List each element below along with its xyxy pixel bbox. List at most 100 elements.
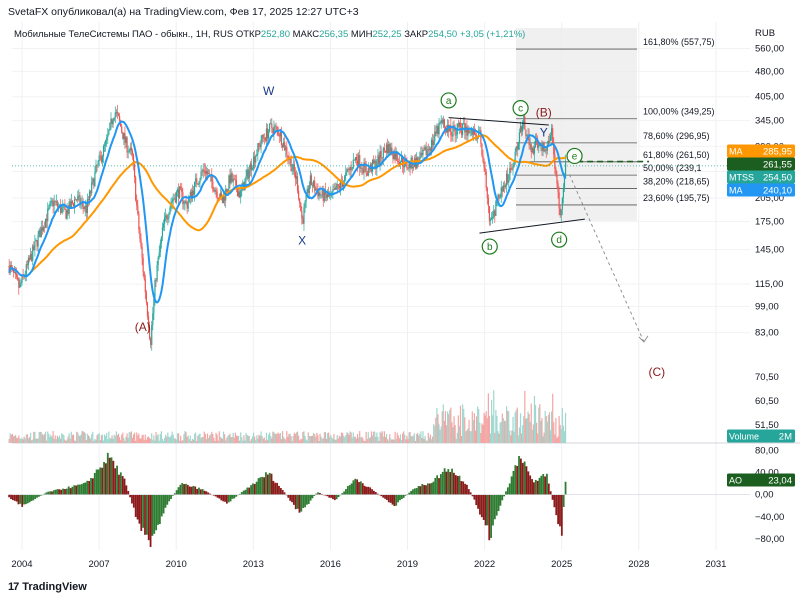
volume-bar <box>9 433 11 443</box>
candle-body <box>187 201 189 209</box>
volume-bar <box>8 438 10 443</box>
candle-body <box>351 168 353 171</box>
candle-body <box>96 164 98 166</box>
fib-level-label: 50,00% (239,1 <box>643 163 702 173</box>
candle-body <box>519 126 522 133</box>
candle-body <box>220 192 223 198</box>
volume-bar <box>406 435 408 443</box>
candle-body <box>521 126 523 132</box>
candle-body <box>48 207 50 209</box>
candle-body <box>499 197 501 199</box>
volume-bar <box>239 440 241 443</box>
candle-body <box>326 193 329 198</box>
volume-bar <box>349 431 351 443</box>
ao-bar <box>276 482 279 495</box>
ao-bar <box>307 494 310 504</box>
volume-bar <box>513 431 515 443</box>
volume-bar <box>489 433 492 443</box>
candle-body <box>463 122 465 124</box>
ao-bar <box>376 493 379 495</box>
ao-bar <box>490 494 493 538</box>
ao-bar <box>77 484 79 495</box>
candle-body <box>147 316 150 328</box>
volume-bar <box>555 417 557 443</box>
volume-bar <box>490 399 493 443</box>
volume-bar <box>425 440 427 443</box>
candle-body <box>300 202 302 212</box>
candle-body <box>110 118 112 123</box>
volume-bar <box>375 436 377 443</box>
volume-bar <box>366 438 368 443</box>
volume-bar <box>14 435 17 443</box>
volume-bar <box>485 411 487 443</box>
volume-bar <box>524 390 526 443</box>
candle-body <box>361 167 363 170</box>
candle-body <box>458 122 461 127</box>
volume-bar <box>458 426 461 443</box>
ao-bar <box>551 494 554 500</box>
volume-bar <box>112 438 114 443</box>
ao-bar <box>423 484 426 495</box>
volume-bar <box>438 424 440 443</box>
candle-body <box>194 181 196 195</box>
volume-bar <box>191 438 194 443</box>
candle-body <box>58 204 61 206</box>
volume-bar <box>200 438 202 443</box>
volume-bar <box>538 407 540 443</box>
ao-bar <box>354 478 357 495</box>
candle-body <box>555 168 557 176</box>
ao-bar <box>88 481 91 495</box>
ao-bar <box>71 486 74 495</box>
volume-bar <box>37 438 39 443</box>
ao-bar <box>164 494 167 508</box>
candle-body <box>146 302 149 317</box>
candle-body <box>133 163 136 178</box>
volume-bar <box>395 438 397 443</box>
volume-bar <box>449 409 451 443</box>
candle-body <box>27 257 30 265</box>
volume-bar <box>249 440 251 443</box>
tradingview-logo[interactable]: 17 TradingView <box>8 581 87 593</box>
volume-bar <box>136 432 138 443</box>
volume-bar <box>27 438 30 443</box>
ao-bar <box>469 492 472 495</box>
ao-bar <box>296 494 299 509</box>
price-axis-tick: 480,00 <box>755 66 784 77</box>
volume-bar <box>445 425 448 443</box>
volume-badge-bg <box>727 429 795 443</box>
candle-body <box>466 126 468 136</box>
volume-bar <box>420 431 422 443</box>
candle-body <box>33 245 35 250</box>
candle-body <box>53 201 55 207</box>
volume-bar <box>148 437 151 443</box>
candle-body <box>522 122 524 132</box>
volume-bar <box>316 432 318 443</box>
volume-bar <box>286 431 288 443</box>
candle-body <box>284 142 286 151</box>
candle-body <box>145 292 147 303</box>
volume-bar <box>554 434 556 443</box>
candle-body <box>94 172 96 187</box>
volume-bar <box>546 421 548 443</box>
candle-body <box>421 152 423 156</box>
time-axis-tick: 2028 <box>628 559 649 570</box>
ao-bar <box>140 494 143 531</box>
volume-bar <box>51 436 53 443</box>
candle-body <box>92 178 94 183</box>
volume-bar <box>512 416 514 443</box>
candle-body <box>349 166 351 171</box>
volume-bar <box>522 425 524 443</box>
volume-bar <box>478 409 480 443</box>
candle-body <box>375 160 377 169</box>
ao-bar <box>516 465 519 495</box>
candle-body <box>198 182 200 185</box>
volume-bar <box>135 440 137 443</box>
volume-bar <box>455 438 457 443</box>
ao-bar <box>529 475 532 495</box>
ao-bar <box>274 482 277 495</box>
candle-body <box>290 158 292 172</box>
ma-slow-badge-value: 285,95 <box>763 147 792 158</box>
volume-bar <box>369 436 372 443</box>
candle-body <box>148 327 151 339</box>
